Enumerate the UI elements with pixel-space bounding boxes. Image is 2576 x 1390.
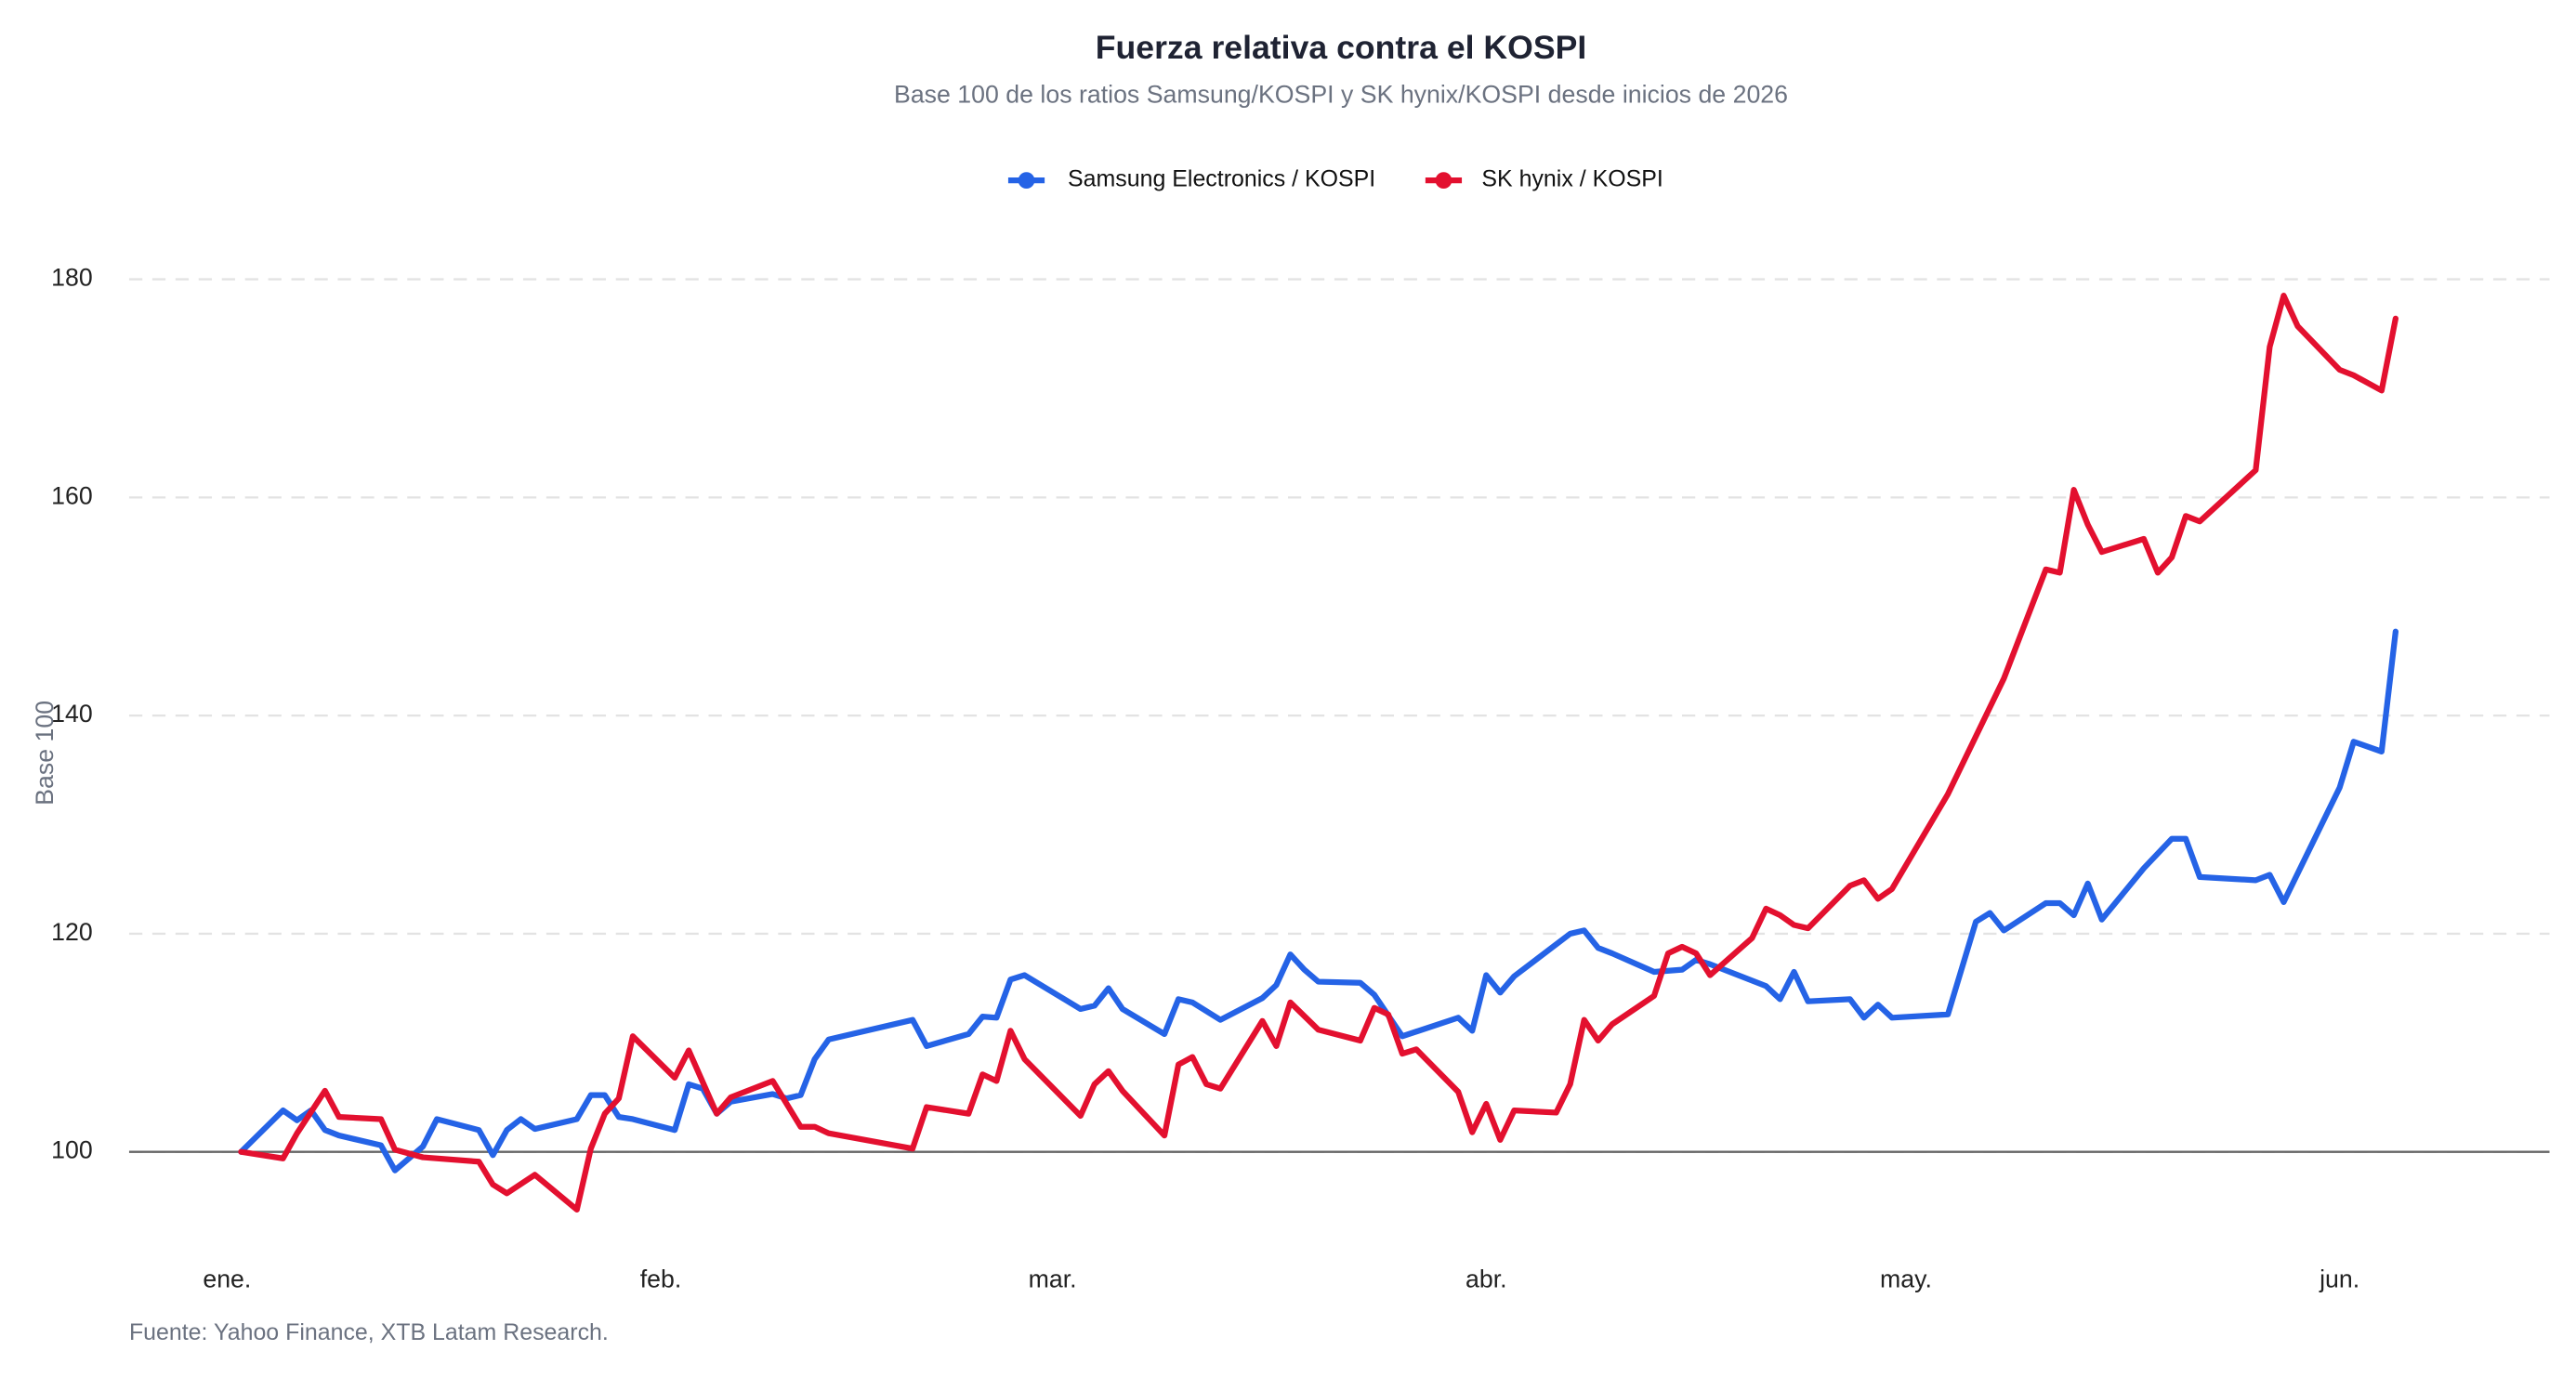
- x-tick-label: may.: [1880, 1265, 1932, 1293]
- x-tick-label: feb.: [640, 1265, 682, 1293]
- chart-subtitle: Base 100 de los ratios Samsung/KOSPI y S…: [894, 80, 1788, 108]
- x-tick-label: jun.: [2319, 1265, 2359, 1293]
- y-tick-label: 180: [51, 264, 93, 292]
- legend-label: Samsung Electronics / KOSPI: [1068, 166, 1375, 192]
- source-note: Fuente: Yahoo Finance, XTB Latam Researc…: [129, 1319, 609, 1345]
- legend-marker: [1435, 172, 1452, 190]
- y-axis-label: Base 100: [31, 701, 59, 806]
- y-tick-label: 120: [51, 918, 93, 946]
- legend-label: SK hynix / KOSPI: [1481, 166, 1663, 192]
- legend-marker: [1018, 172, 1035, 190]
- x-tick-label: ene.: [203, 1265, 251, 1293]
- series-line: [238, 628, 2399, 1174]
- x-tick-label: abr.: [1465, 1265, 1507, 1293]
- y-tick-label: 100: [51, 1136, 93, 1164]
- x-tick-label: mar.: [1029, 1265, 1077, 1293]
- series-line: [238, 293, 2399, 1213]
- chart-title: Fuerza relativa contra el KOSPI: [1096, 29, 1586, 66]
- y-tick-label: 140: [51, 700, 93, 728]
- y-tick-label: 160: [51, 481, 93, 509]
